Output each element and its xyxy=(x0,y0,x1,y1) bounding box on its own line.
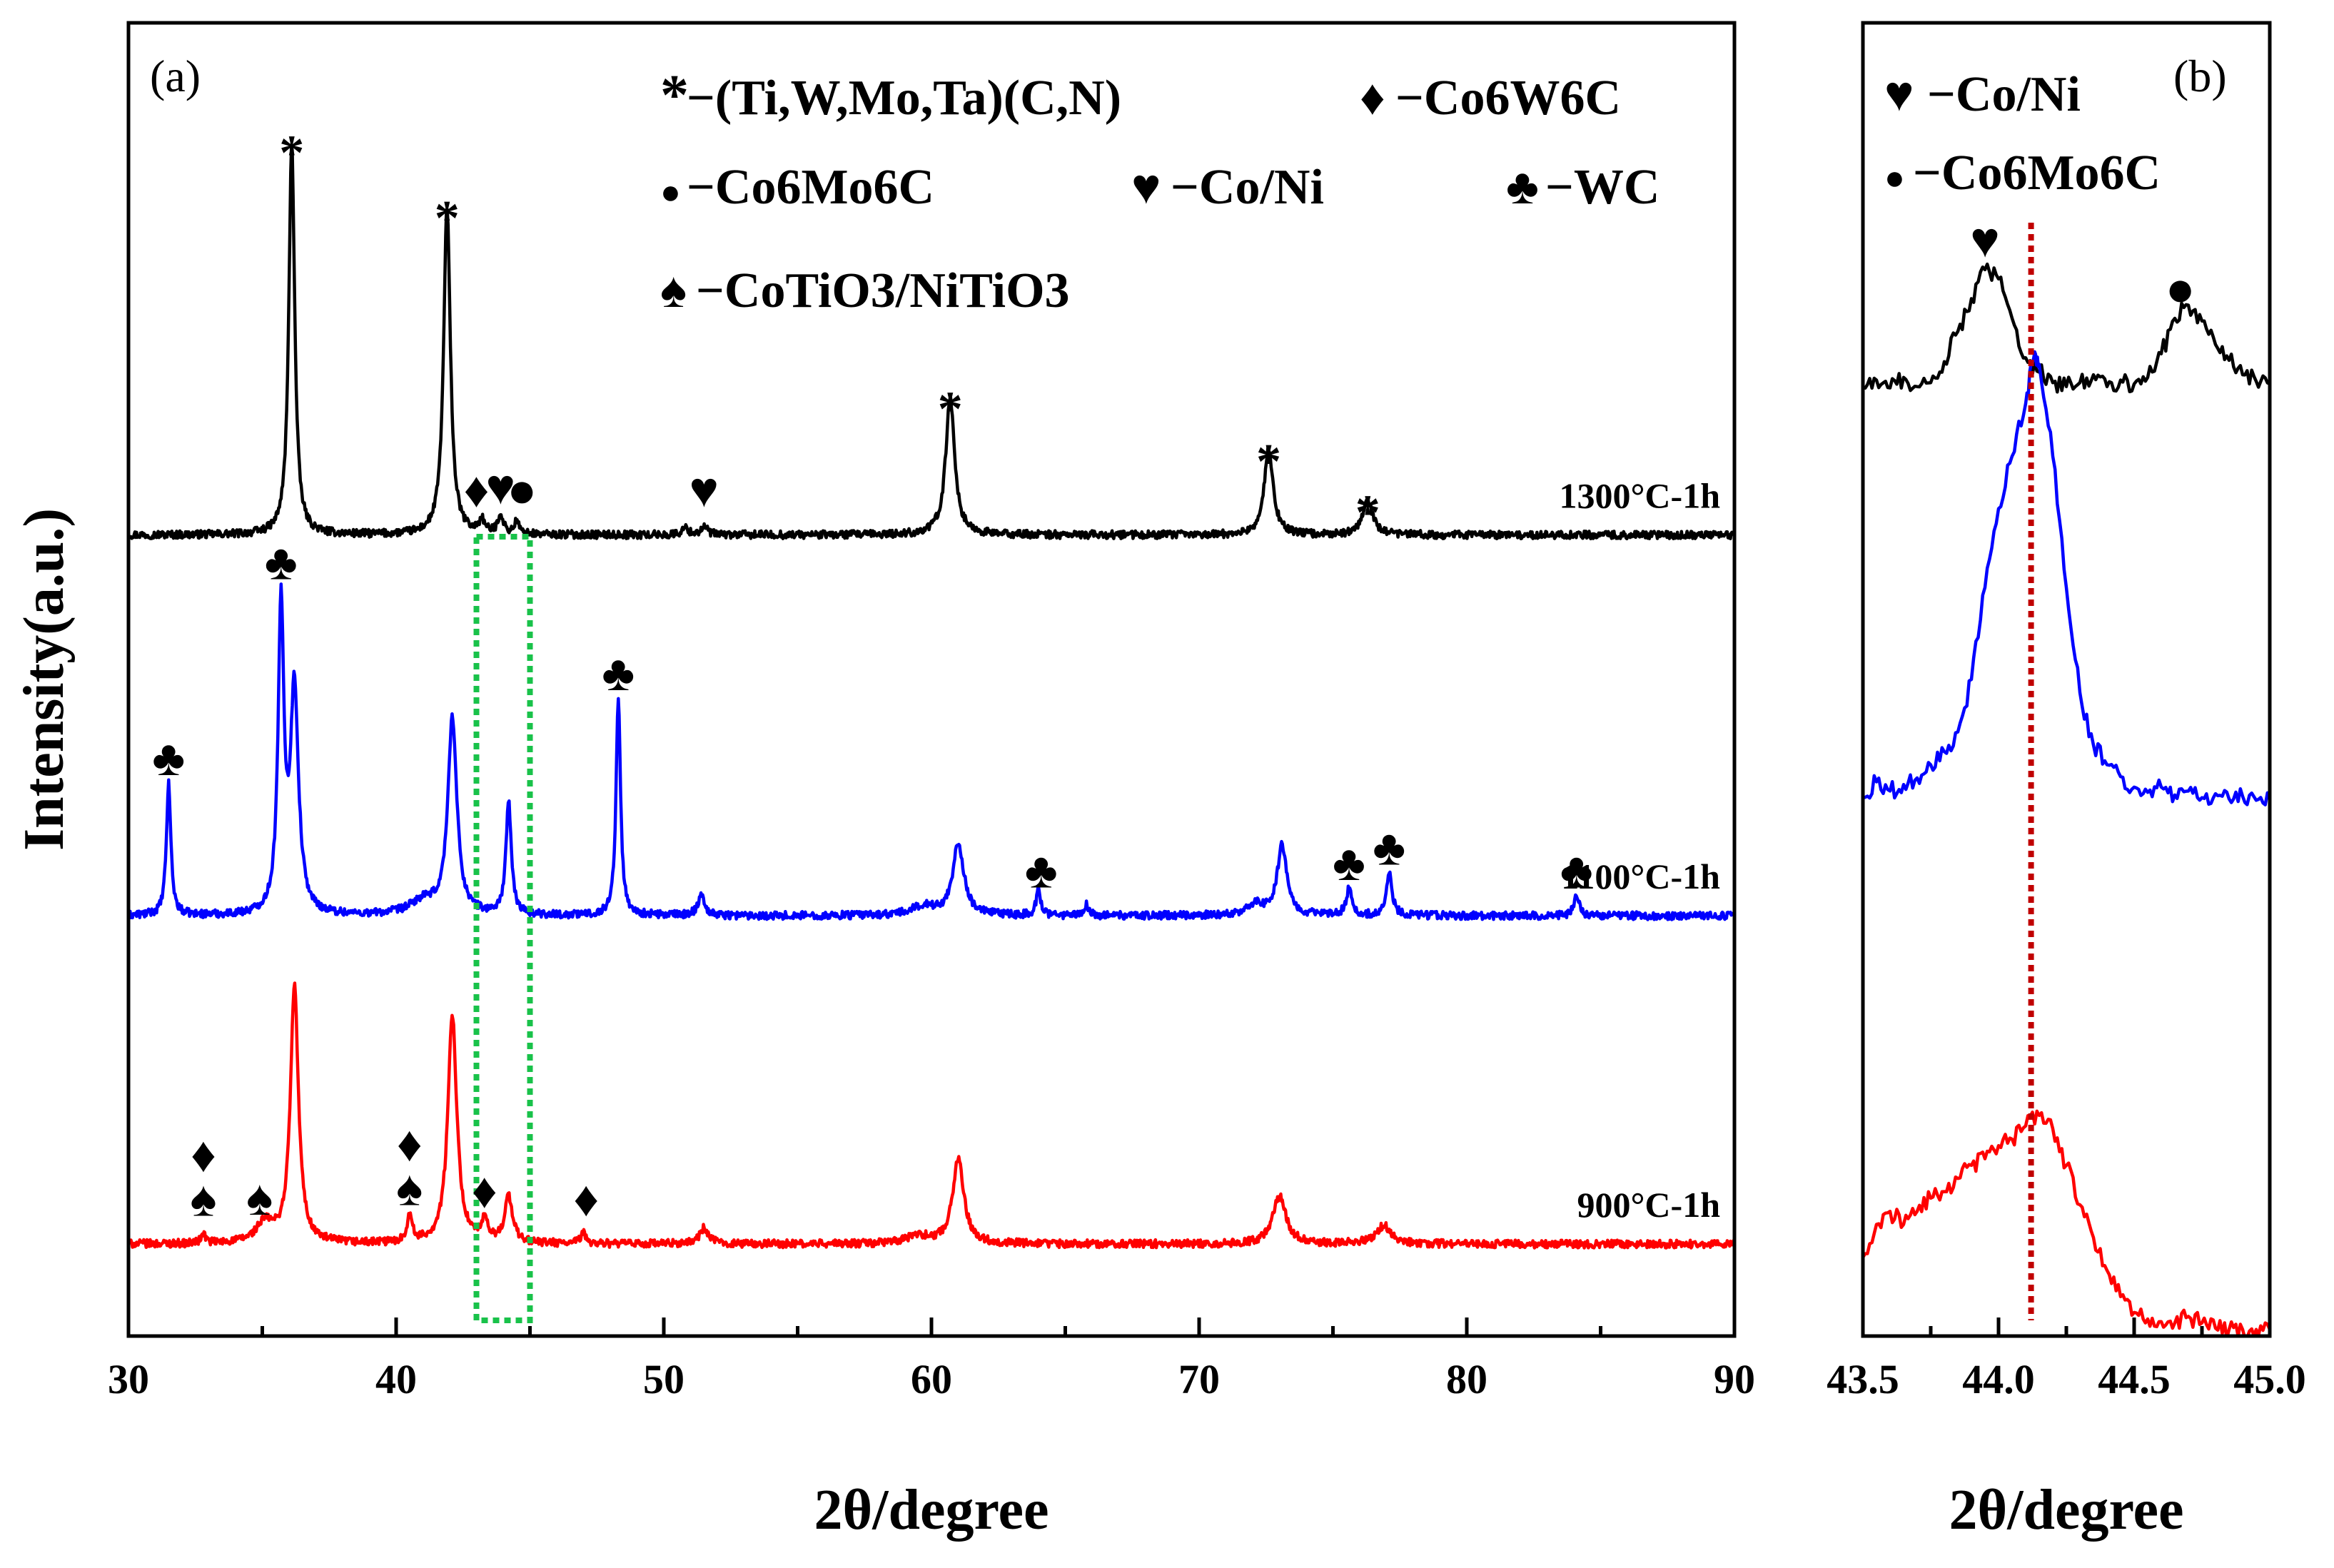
marker-a-s1100-club-4: ♣ xyxy=(1333,836,1365,891)
legend-b-symbol-heart: ♥ xyxy=(1884,67,1914,122)
highlight-box xyxy=(473,534,533,1323)
panel-a-label: (a) xyxy=(150,51,201,101)
panel-b: ♥● 43.5 44.0 44.5 45.0 (b) ♥ −Co/Ni ● −Co6M… xyxy=(1827,21,2306,1402)
marker-a-s1300-asterisk-7: * xyxy=(1256,435,1281,490)
marker-b-circle-1: ● xyxy=(2165,262,2195,317)
marker-a-s1100-club-1: ♣ xyxy=(265,535,298,590)
tick-label-a-40: 40 xyxy=(375,1356,417,1402)
legend-a-text-carbonitride: −(Ti,W,Mo,Ta)(C,N) xyxy=(687,71,1121,126)
legend-a-symbol-spade: ♠ xyxy=(660,263,687,318)
legend-a-symbol-asterisk: * xyxy=(660,64,689,127)
marker-a-s900-spade-2: ♠ xyxy=(246,1171,273,1226)
series-label-s900: 900°C-1h xyxy=(1577,1185,1720,1225)
legend-a-text-co-ni: −Co/Ni xyxy=(1171,160,1324,215)
legend-a-symbol-heart: ♥ xyxy=(1131,160,1161,215)
legend-b-text-co6mo6c: −Co6Mo6C xyxy=(1913,146,2161,201)
marker-a-s900-spade-0: ♠ xyxy=(190,1173,216,1228)
legend-a-text-co6w6c: −Co6W6C xyxy=(1395,71,1621,126)
marker-a-s1300-heart-5: ♥ xyxy=(689,463,719,518)
panel-b-plot-area xyxy=(1863,262,2270,1336)
panel-b-frame xyxy=(1861,21,2272,1338)
marker-a-s1300-circle-4: ● xyxy=(507,463,537,518)
panel-a-peak-markers: **♦♥● ♥***♣♣♣♣ ♣ ♣ ♣♠♦♠ ♠♦♦ ♦ xyxy=(152,126,1593,1323)
y-axis-title: Intensity(a.u.) xyxy=(13,508,76,851)
legend-a-symbol-club: ♣ xyxy=(1506,160,1539,215)
marker-a-s1100-club-5: ♣ xyxy=(1373,821,1405,876)
marker-a-s1100-club-6: ♣ xyxy=(1560,844,1593,899)
tick-label-b-44.5: 44.5 xyxy=(2098,1356,2171,1402)
marker-a-s900-spade-3: ♠ xyxy=(396,1161,423,1216)
panel-a-series-labels: 1300°C-1h 1100°C-1h 900°C-1h xyxy=(1559,476,1720,1225)
tick-label-b-45.0: 45.0 xyxy=(2233,1356,2306,1402)
series-b-s900 xyxy=(1863,1109,2270,1336)
tick-label-b-44.0: 44.0 xyxy=(1962,1356,2035,1402)
panel-b-peak-markers: ♥● xyxy=(1970,213,2196,1320)
marker-a-s1300-asterisk-6: * xyxy=(938,382,963,437)
panel-b-x-axis-title: 2θ/degree xyxy=(1949,1479,2183,1542)
series-label-s1100: 1100°C-1h xyxy=(1561,856,1720,896)
series-a-s1100 xyxy=(128,582,1734,921)
legend-a-text-titanate: −CoTiO3/NiTiO3 xyxy=(696,263,1070,318)
marker-a-s900-diamond-6: ♦ xyxy=(573,1173,599,1228)
panel-a-legend: * −(Ti,W,Mo,Ta)(C,N) ♦ −Co6W6C ● −Co6Mo6… xyxy=(660,64,1659,318)
tick-label-a-50: 50 xyxy=(643,1356,684,1402)
series-b-s1100 xyxy=(1863,350,2270,806)
legend-b-symbol-circle: ● xyxy=(1884,159,1905,197)
tick-label-a-80: 80 xyxy=(1446,1356,1487,1402)
legend-a-text-co6mo6c: −Co6Mo6C xyxy=(687,160,934,215)
panel-a: **♦♥● ♥***♣♣♣♣ ♣ ♣ ♣♠♦♠ ♠♦♦ ♦ 30 40 50 60 70 80 90 (… xyxy=(108,21,1755,1402)
marker-a-s1300-asterisk-1: * xyxy=(435,191,460,246)
panel-a-x-axis-title: 2θ/degree xyxy=(814,1479,1049,1542)
panel-b-legend: ♥ −Co/Ni ● −Co6Mo6C xyxy=(1884,67,2161,201)
marker-a-s1300-asterisk-0: * xyxy=(279,126,304,181)
marker-a-s900-diamond-5: ♦ xyxy=(472,1164,497,1219)
panel-a-frame xyxy=(126,21,1737,1338)
panel-b-x-ticks: 43.5 44.0 44.5 45.0 xyxy=(1827,1317,2306,1402)
tick-label-b-43.5: 43.5 xyxy=(1827,1356,1899,1402)
marker-a-s900-diamond-4: ♦ xyxy=(397,1117,423,1172)
panel-a-x-ticks: 30 40 50 60 70 80 90 xyxy=(108,1317,1755,1402)
tick-label-a-70: 70 xyxy=(1178,1356,1220,1402)
marker-a-s1300-heart-3: ♥ xyxy=(485,460,515,515)
tick-label-a-60: 60 xyxy=(911,1356,952,1402)
series-a-s900 xyxy=(128,981,1734,1250)
panel-a-plot-area xyxy=(128,143,1734,1250)
series-a-s1300 xyxy=(128,143,1734,541)
legend-a-symbol-diamond: ♦ xyxy=(1360,71,1385,126)
series-label-s1300: 1300°C-1h xyxy=(1559,476,1720,516)
marker-a-s1300-diamond-2: ♦ xyxy=(464,463,490,518)
legend-a-text-wc: −WC xyxy=(1545,160,1659,215)
marker-a-s1300-asterisk-8: * xyxy=(1355,485,1380,540)
marker-a-s1100-club-3: ♣ xyxy=(1025,844,1058,899)
legend-b-text-co-ni: −Co/Ni xyxy=(1927,67,2081,122)
tick-label-a-90: 90 xyxy=(1714,1356,1755,1402)
tick-label-a-30: 30 xyxy=(108,1356,149,1402)
legend-a-symbol-circle: ● xyxy=(660,173,681,211)
marker-a-s900-diamond-1: ♦ xyxy=(191,1128,216,1183)
marker-b-heart-0: ♥ xyxy=(1970,213,2000,268)
series-b-s1300 xyxy=(1863,262,2270,394)
marker-a-s1100-club-2: ♣ xyxy=(602,647,635,702)
panel-b-label: (b) xyxy=(2173,51,2227,101)
marker-a-s1100-club-0: ♣ xyxy=(152,732,185,786)
